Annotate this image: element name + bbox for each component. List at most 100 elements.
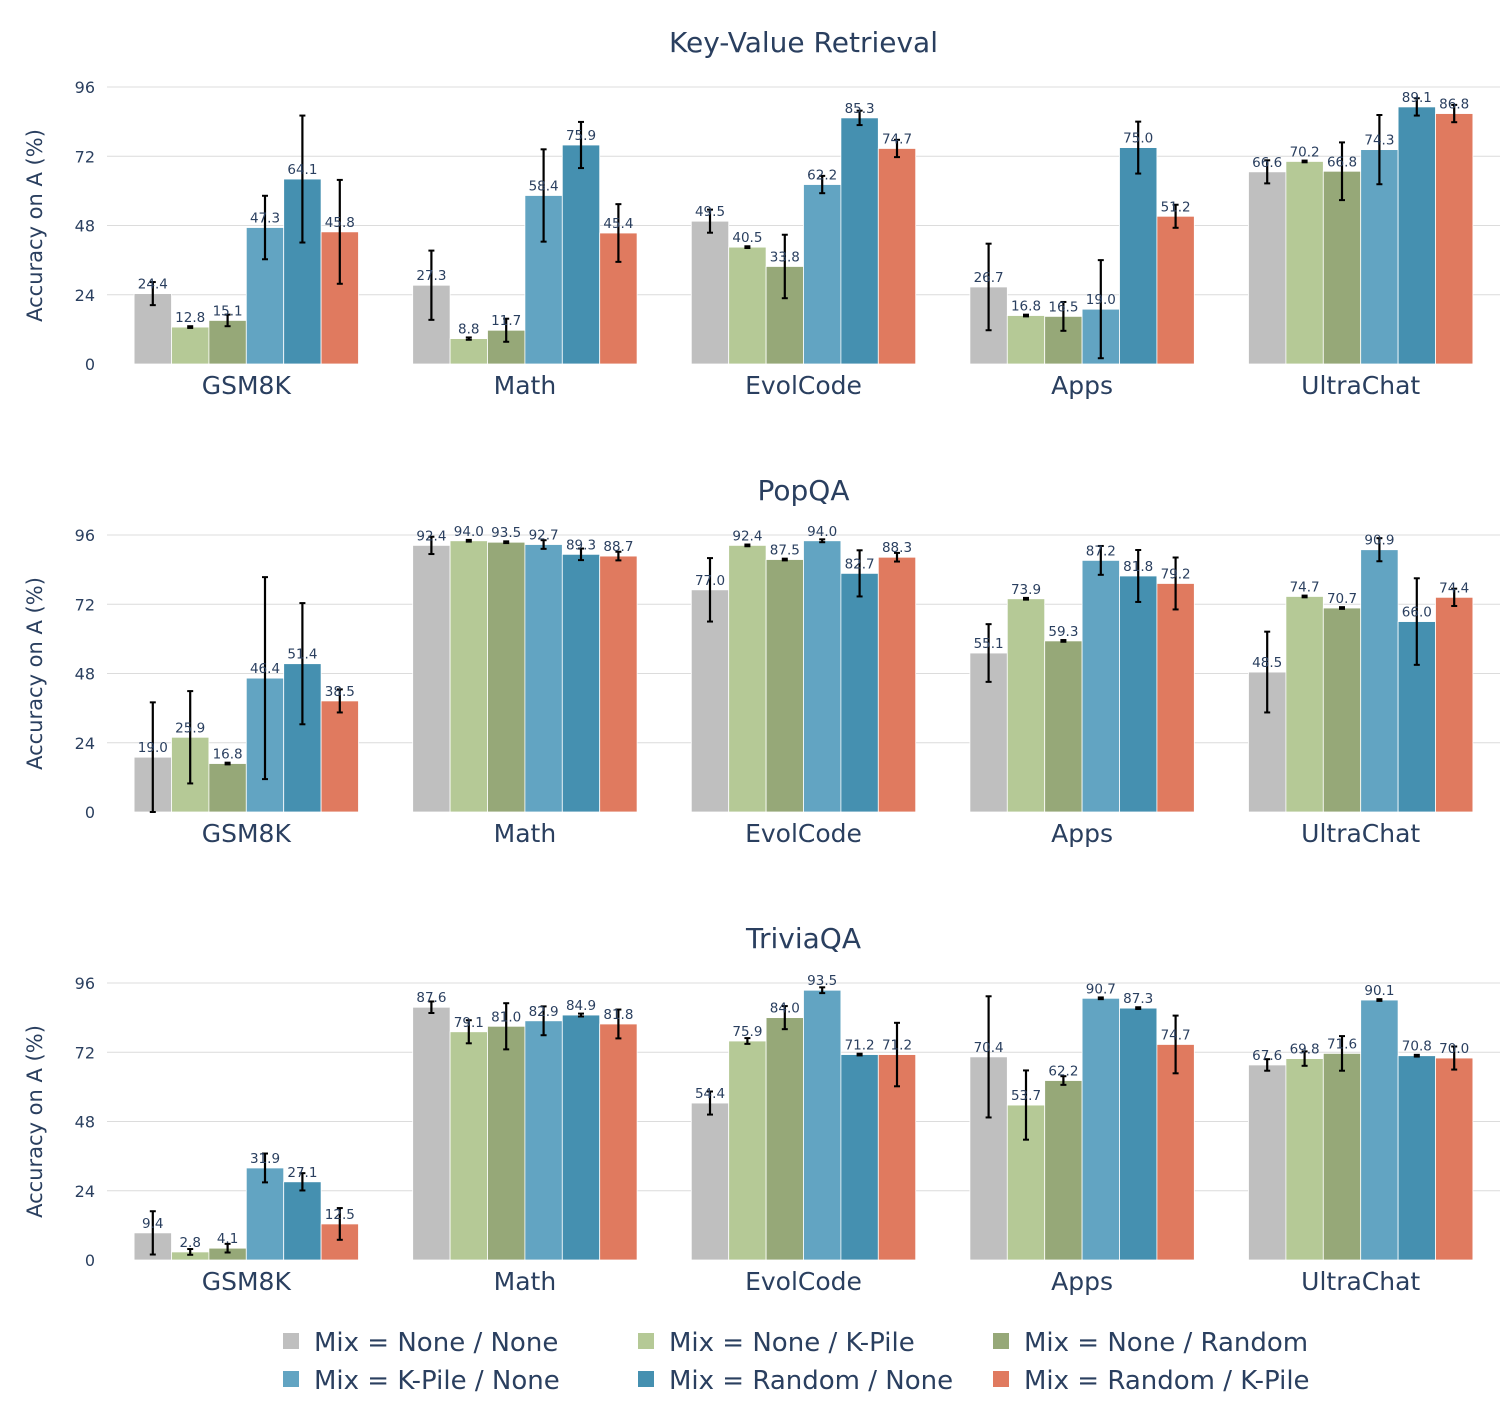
bar	[728, 544, 767, 813]
data-label: 46.4	[250, 661, 280, 677]
data-label: 12.5	[325, 1207, 355, 1223]
y-tick-label: 96	[75, 526, 95, 545]
data-label: 75.9	[566, 128, 596, 144]
data-label: 79.1	[454, 1015, 484, 1031]
legend-label: Mix = Random / None	[669, 1366, 953, 1396]
y-tick-label: 72	[75, 1043, 95, 1062]
legend-item[interactable]: Mix = None / K-Pile	[638, 1328, 915, 1358]
bar	[728, 246, 767, 365]
data-label: 55.1	[974, 636, 1004, 652]
panel-3: TriviaQA Accuracy on A (%) 0 24 48 72 96 9.4 2.8…	[23, 922, 1500, 1296]
x-tick-label: UltraChat	[1301, 1267, 1420, 1296]
y-tick-label: 48	[75, 665, 95, 684]
bar	[877, 556, 917, 813]
bar	[1119, 147, 1158, 365]
bar	[1435, 113, 1474, 365]
bar	[449, 338, 488, 365]
data-label: 93.5	[807, 973, 837, 989]
bar	[840, 117, 879, 365]
data-label: 19.0	[138, 740, 168, 756]
data-label: 92.4	[416, 528, 446, 544]
data-label: 62.2	[807, 168, 837, 184]
data-label: 70.4	[974, 1040, 1004, 1056]
data-label: 59.3	[1048, 624, 1078, 640]
data-label: 90.7	[1086, 981, 1116, 997]
x-tick-label: Math	[494, 819, 557, 848]
data-label: 74.7	[882, 131, 912, 147]
data-label: 81.0	[491, 1009, 521, 1025]
data-label: 33.8	[770, 249, 800, 265]
data-label: 89.1	[1402, 90, 1432, 106]
x-tick-label: GSM8K	[202, 819, 292, 848]
data-label: 88.7	[603, 539, 633, 555]
data-label: 70.0	[1439, 1041, 1469, 1057]
y-tick-label: 24	[75, 1182, 95, 1201]
legend-item[interactable]: Mix = Random / None	[638, 1366, 953, 1396]
bar	[1156, 583, 1195, 813]
data-label: 75.0	[1123, 131, 1153, 147]
legend: Mix = None / None Mix = None / K-Pile Mix …	[283, 1328, 1310, 1396]
legend-item[interactable]: Mix = K-Pile / None	[283, 1366, 560, 1396]
data-label: 26.7	[974, 270, 1004, 286]
legend-swatch	[638, 1333, 654, 1349]
legend-label: Mix = None / None	[314, 1328, 558, 1358]
y-tick-label: 72	[75, 595, 95, 614]
legend-label: Mix = Random / K-Pile	[1024, 1366, 1310, 1396]
data-label: 67.6	[1252, 1048, 1282, 1064]
data-label: 16.8	[1011, 299, 1041, 315]
data-label: 77.0	[695, 573, 725, 589]
data-label: 81.8	[603, 1007, 633, 1023]
bar	[803, 540, 842, 813]
legend-item[interactable]: Mix = Random / K-Pile	[993, 1366, 1310, 1396]
data-label: 74.3	[1364, 133, 1394, 149]
legend-swatch	[283, 1333, 299, 1349]
data-label: 86.8	[1439, 97, 1469, 113]
x-tick-label: EvolCode	[745, 371, 862, 400]
bar	[840, 572, 879, 813]
bar	[1322, 1053, 1362, 1261]
data-label: 75.9	[732, 1024, 762, 1040]
panel-title: TriviaQA	[745, 922, 861, 955]
data-label: 38.5	[325, 684, 355, 700]
data-label: 92.4	[732, 528, 762, 544]
panel-1: Key-Value Retrieval Accuracy on A (%) 0 24 4…	[23, 26, 1500, 400]
y-tick-label: 0	[85, 1251, 95, 1270]
data-label: 70.7	[1327, 591, 1357, 607]
bar	[524, 1020, 563, 1261]
panel-title: PopQA	[758, 474, 850, 507]
data-label: 54.4	[695, 1086, 725, 1102]
legend-item[interactable]: Mix = None / None	[283, 1328, 558, 1358]
bar	[1248, 1064, 1287, 1261]
data-label: 90.9	[1364, 533, 1394, 549]
panel-2: PopQA Accuracy on A (%) 0 24 48 72 96 19.0 25.9 1…	[23, 474, 1500, 848]
panel-title: Key-Value Retrieval	[669, 26, 938, 59]
data-label: 16.8	[213, 747, 243, 763]
data-label: 79.2	[1161, 566, 1191, 582]
data-label: 58.4	[529, 178, 559, 194]
data-label: 87.2	[1086, 543, 1116, 559]
bar	[561, 553, 601, 813]
bar	[1285, 596, 1324, 813]
data-label: 94.0	[807, 524, 837, 540]
data-label: 66.6	[1252, 155, 1282, 171]
bar	[449, 540, 488, 813]
data-label: 87.5	[770, 543, 800, 559]
bar	[1081, 559, 1120, 813]
data-label: 16.5	[1048, 299, 1078, 315]
data-label: 62.2	[1048, 1064, 1078, 1080]
data-label: 82.7	[845, 556, 875, 572]
data-label: 88.3	[882, 540, 912, 556]
bar	[171, 326, 210, 365]
legend-swatch	[993, 1333, 1009, 1349]
bar	[1044, 1080, 1083, 1261]
legend-item[interactable]: Mix = None / Random	[993, 1328, 1308, 1358]
legend-label: Mix = None / Random	[1024, 1328, 1308, 1358]
x-tick-label: Apps	[1051, 819, 1113, 848]
bar	[877, 1054, 917, 1261]
bar	[840, 1054, 879, 1261]
data-label: 89.3	[566, 537, 596, 553]
y-tick-label: 0	[85, 803, 95, 822]
bar	[561, 144, 601, 365]
legend-label: Mix = None / K-Pile	[669, 1328, 915, 1358]
bar	[412, 1006, 451, 1261]
